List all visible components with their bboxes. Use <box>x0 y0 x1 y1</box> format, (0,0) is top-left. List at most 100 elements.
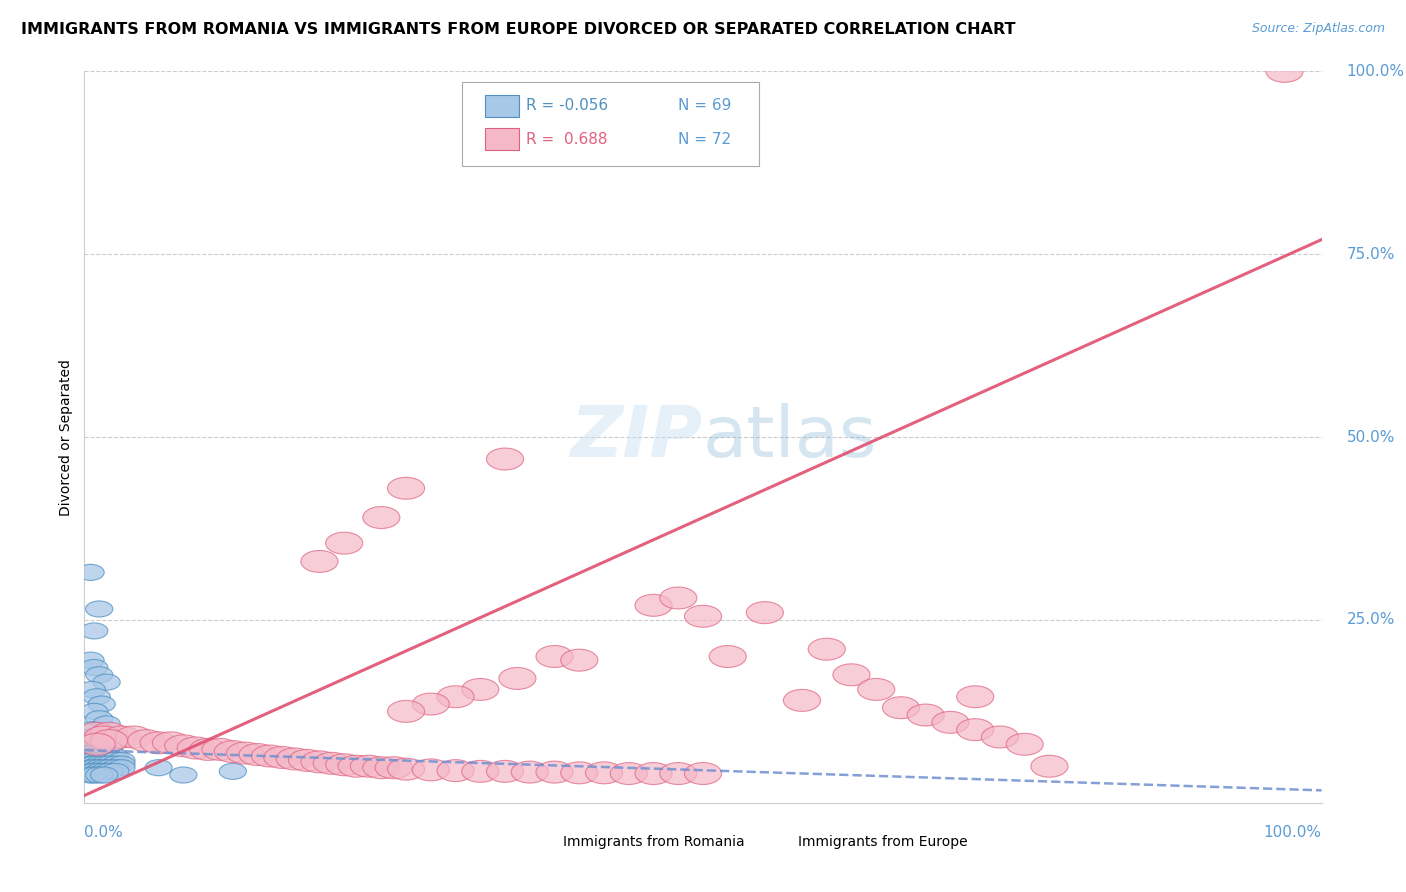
Ellipse shape <box>96 752 122 768</box>
Ellipse shape <box>301 751 337 772</box>
Ellipse shape <box>288 749 326 772</box>
Ellipse shape <box>956 719 994 740</box>
Ellipse shape <box>90 730 128 752</box>
Ellipse shape <box>101 764 129 780</box>
Ellipse shape <box>77 752 104 768</box>
Ellipse shape <box>86 601 112 617</box>
Ellipse shape <box>96 764 122 780</box>
Ellipse shape <box>685 763 721 785</box>
Text: IMMIGRANTS FROM ROMANIA VS IMMIGRANTS FROM EUROPE DIVORCED OR SEPARATED CORRELAT: IMMIGRANTS FROM ROMANIA VS IMMIGRANTS FR… <box>21 22 1015 37</box>
Ellipse shape <box>219 764 246 780</box>
Ellipse shape <box>80 767 108 783</box>
Ellipse shape <box>326 754 363 776</box>
Text: Immigrants from Europe: Immigrants from Europe <box>799 835 967 849</box>
Ellipse shape <box>80 752 108 768</box>
Ellipse shape <box>636 763 672 785</box>
Ellipse shape <box>108 760 135 776</box>
Text: atlas: atlas <box>703 402 877 472</box>
Ellipse shape <box>190 739 226 760</box>
Text: R = -0.056: R = -0.056 <box>526 98 609 113</box>
Ellipse shape <box>96 760 122 776</box>
Ellipse shape <box>79 722 105 738</box>
Ellipse shape <box>89 696 115 712</box>
Text: N = 69: N = 69 <box>678 98 731 113</box>
Ellipse shape <box>77 767 104 783</box>
Ellipse shape <box>86 711 112 727</box>
Ellipse shape <box>84 726 121 747</box>
Text: 75.0%: 75.0% <box>1347 247 1395 261</box>
Ellipse shape <box>145 760 172 776</box>
Ellipse shape <box>115 726 152 747</box>
Ellipse shape <box>301 550 337 573</box>
Ellipse shape <box>101 748 129 764</box>
Ellipse shape <box>177 737 214 759</box>
Ellipse shape <box>610 763 647 785</box>
Ellipse shape <box>86 767 112 783</box>
Ellipse shape <box>1031 756 1069 777</box>
Ellipse shape <box>276 747 314 770</box>
Ellipse shape <box>83 736 110 752</box>
Ellipse shape <box>141 731 177 754</box>
Ellipse shape <box>252 745 288 767</box>
Ellipse shape <box>80 623 108 639</box>
Ellipse shape <box>96 748 122 764</box>
Ellipse shape <box>486 448 523 470</box>
Ellipse shape <box>337 756 375 777</box>
Ellipse shape <box>659 587 697 609</box>
Ellipse shape <box>83 729 110 745</box>
Ellipse shape <box>226 742 264 764</box>
Ellipse shape <box>96 745 122 761</box>
Ellipse shape <box>96 738 122 754</box>
Ellipse shape <box>636 594 672 616</box>
Ellipse shape <box>561 649 598 671</box>
Ellipse shape <box>90 741 117 757</box>
Ellipse shape <box>77 729 104 745</box>
Text: 25.0%: 25.0% <box>1347 613 1395 627</box>
Ellipse shape <box>86 666 112 683</box>
Ellipse shape <box>86 756 112 772</box>
FancyBboxPatch shape <box>485 95 519 117</box>
Ellipse shape <box>747 601 783 624</box>
Ellipse shape <box>783 690 821 712</box>
Ellipse shape <box>981 726 1018 747</box>
Text: Immigrants from Romania: Immigrants from Romania <box>564 835 745 849</box>
Ellipse shape <box>536 761 574 783</box>
Ellipse shape <box>363 507 399 528</box>
Ellipse shape <box>858 679 894 700</box>
Text: 100.0%: 100.0% <box>1347 64 1405 78</box>
Text: ZIP: ZIP <box>571 402 703 472</box>
Ellipse shape <box>86 752 112 768</box>
Ellipse shape <box>80 756 108 772</box>
Ellipse shape <box>461 679 499 700</box>
Ellipse shape <box>1007 733 1043 756</box>
Ellipse shape <box>907 704 945 726</box>
Ellipse shape <box>956 686 994 707</box>
Ellipse shape <box>388 477 425 500</box>
FancyBboxPatch shape <box>461 82 759 167</box>
FancyBboxPatch shape <box>485 128 519 151</box>
Ellipse shape <box>388 758 425 780</box>
Ellipse shape <box>170 767 197 783</box>
Ellipse shape <box>90 767 118 783</box>
Ellipse shape <box>79 723 115 744</box>
Ellipse shape <box>90 748 118 764</box>
Ellipse shape <box>152 731 190 754</box>
Ellipse shape <box>86 764 112 780</box>
Ellipse shape <box>96 756 122 772</box>
Ellipse shape <box>350 756 388 777</box>
Ellipse shape <box>80 745 108 761</box>
Ellipse shape <box>86 760 112 776</box>
Ellipse shape <box>101 756 129 772</box>
Ellipse shape <box>90 745 118 761</box>
Ellipse shape <box>79 681 105 698</box>
Ellipse shape <box>808 639 845 660</box>
Ellipse shape <box>90 723 128 744</box>
Ellipse shape <box>512 761 548 783</box>
Ellipse shape <box>108 752 135 768</box>
Ellipse shape <box>90 752 118 768</box>
Ellipse shape <box>536 646 574 667</box>
Ellipse shape <box>77 748 104 764</box>
Ellipse shape <box>90 731 117 747</box>
Ellipse shape <box>883 697 920 719</box>
Ellipse shape <box>363 756 399 779</box>
